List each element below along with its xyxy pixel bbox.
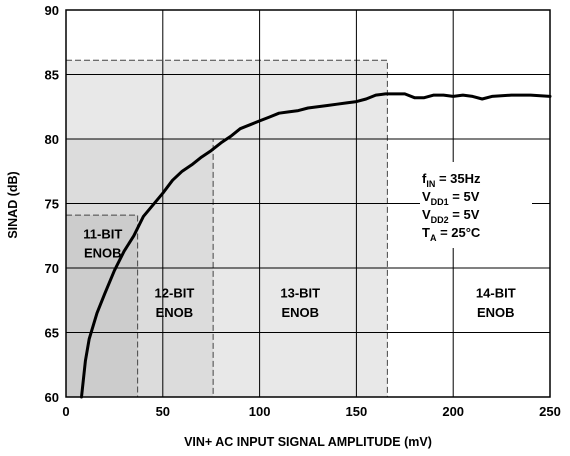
y-tick-label: 85 (45, 68, 59, 83)
region-label-r11-enob: ENOB (84, 246, 122, 261)
x-axis-title: VIN+ AC INPUT SIGNAL AMPLITUDE (mV) (184, 435, 432, 449)
plot-border (65, 9, 551, 398)
series-line-0 (80, 92, 552, 399)
x-tick-label: 200 (442, 404, 464, 419)
x-tick-label: 100 (249, 404, 271, 419)
y-tick-label: 70 (45, 261, 59, 276)
condition-line: VDD2 = 5V (422, 207, 480, 225)
x-tick-label: 0 (62, 404, 69, 419)
condition-line: TA = 25°C (422, 225, 481, 243)
y-tick-label: 75 (45, 197, 59, 212)
region-label-r14-enob: ENOB (477, 305, 515, 320)
region-border-r11 (66, 214, 139, 397)
x-tick-label: 50 (156, 404, 170, 419)
region-label-r11-bits: 11-BIT (83, 226, 122, 241)
x-tick-label: 150 (346, 404, 368, 419)
region-label-r13-enob: ENOB (281, 305, 319, 320)
y-axis-title: SINAD (dB) (6, 171, 20, 238)
region-labels: 14-BIT ENOB 13-BIT ENOB 12-BIT ENOB 11-BIT ENOB (83, 226, 515, 320)
y-tick-label: 60 (45, 390, 59, 405)
region-label-r12-bits: 12-BIT (155, 286, 195, 301)
y-tick-label: 80 (45, 132, 59, 147)
y-tick-label: 65 (45, 326, 59, 341)
condition-line: fIN = 35Hz (422, 171, 481, 189)
y-tick-label: 90 (45, 3, 59, 18)
sinad-curve (80, 92, 552, 399)
region-border-r13 (66, 59, 388, 397)
conditions-patch (420, 162, 532, 248)
region-label-r12-enob: ENOB (156, 305, 194, 320)
region-fill-r11 (66, 215, 138, 397)
condition-line: VDD1 = 5V (422, 189, 480, 207)
conditions-background (420, 162, 532, 248)
plot-frame (65, 9, 551, 398)
tick-labels: 0 50 100 150 200 250 60 65 70 75 80 85 90 (45, 3, 561, 419)
region-label-r14-bits: 14-BIT (476, 286, 516, 301)
region-label-r13-bits: 13-BIT (280, 286, 320, 301)
x-tick-label: 250 (539, 404, 561, 419)
